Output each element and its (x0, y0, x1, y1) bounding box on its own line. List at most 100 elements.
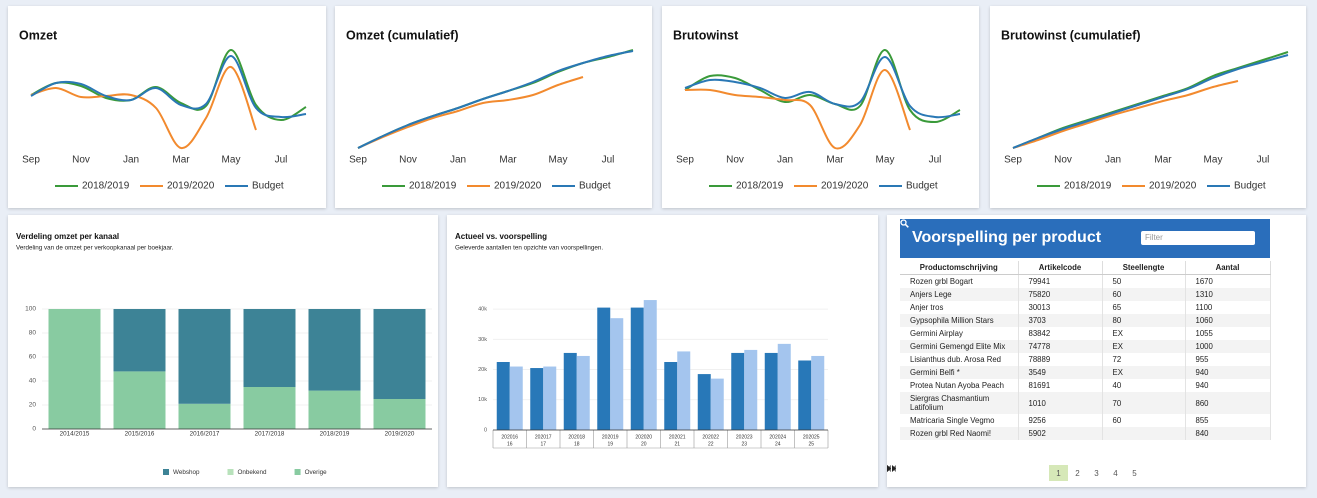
table-cell: 81691 (1018, 379, 1103, 392)
x-tick-label: Jan (450, 155, 466, 166)
legend-label: Webshop (173, 469, 200, 476)
table-cell: 940 (1185, 366, 1271, 379)
x-tick-label: Nov (399, 155, 417, 166)
prev-page[interactable] (887, 465, 1049, 481)
x-tick-label: 19 (607, 441, 613, 447)
x-tick-label: 2014/2015 (60, 431, 90, 438)
legend-swatch (163, 469, 169, 475)
card: Omzet Sep Nov Jan Mar May Jul 2018/2019 2019/202… (8, 6, 326, 208)
x-tick-label: 202024 (769, 434, 786, 440)
x-tick-label: Jan (777, 155, 793, 166)
line-series (1012, 54, 1289, 149)
table-row: Lisianthus dub. Arosa Red 78889 72 955 (900, 353, 1271, 366)
table-cell: 1000 (1185, 340, 1271, 353)
line-series (30, 48, 307, 122)
y-tick-label: 100 (25, 306, 36, 313)
line-series (30, 66, 257, 150)
table-row: Rozen grbl Red Naomi! 5902 840 (900, 427, 1271, 440)
product-table: Productomschrijving Artikelcode Steellengt… (900, 261, 1271, 440)
table-cell: 940 (1185, 379, 1271, 392)
card: Brutowinst Sep Nov Jan Mar May Jul 2018/2019 201… (662, 6, 979, 208)
table-cell: 5902 (1018, 427, 1103, 440)
table-row: Siergras Chasmantium Latifolium 1010 70 860 (900, 392, 1271, 414)
bar (543, 366, 557, 430)
table-row: Germini Belfi * 3549 EX 940 (900, 366, 1271, 379)
bar-segment (113, 371, 166, 429)
bar-segment (308, 309, 361, 391)
y-tick-label: 60 (29, 354, 37, 361)
legend-label: Budget (252, 181, 284, 192)
table-cell: 50 (1102, 274, 1186, 288)
legend-label: 2019/2020 (494, 181, 542, 192)
chart-title: Actueel vs. voorspelling (455, 232, 547, 241)
table-row: Anjers Lege 75820 60 1310 (900, 288, 1271, 301)
chart-title: Omzet (19, 28, 58, 42)
x-tick-label: Mar (499, 155, 517, 166)
page-number[interactable]: 3 (1094, 468, 1099, 478)
page-number[interactable]: 5 (1132, 468, 1137, 478)
legend-label: 2019/2020 (167, 181, 215, 192)
column-header[interactable]: Aantal (1185, 261, 1271, 275)
line-series (684, 56, 961, 119)
x-tick-label: 21 (674, 441, 680, 447)
next-page[interactable] (887, 465, 1163, 481)
bar-segment (373, 309, 426, 399)
table-cell: EX (1102, 340, 1186, 353)
legend-swatch (227, 469, 234, 475)
x-tick-label: 17 (540, 441, 546, 447)
x-tick-label: May (549, 155, 568, 166)
y-tick-label: 0 (484, 427, 487, 433)
page-number[interactable]: 2 (1075, 468, 1080, 478)
chart-title: Verdeling omzet per kanaal (16, 232, 119, 241)
x-tick-label: Mar (172, 155, 190, 166)
x-tick-label: 23 (741, 441, 747, 447)
table-cell: Anjer tros (900, 301, 1019, 314)
table-cell: Siergras Chasmantium Latifolium (900, 392, 1019, 414)
table-cell: 855 (1185, 414, 1271, 427)
x-tick-label: Nov (726, 155, 744, 166)
y-tick-label: 80 (29, 330, 37, 337)
column-header[interactable]: Productomschrijving (900, 261, 1019, 275)
column-header[interactable]: Artikelcode (1018, 261, 1103, 275)
table-cell: 79941 (1018, 274, 1103, 288)
table-cell: Germini Airplay (900, 327, 1019, 340)
x-tick-label: Sep (1004, 155, 1022, 166)
chart: Brutowinst Sep Nov Jan Mar May Jul 2018/2019 201… (673, 28, 961, 192)
chart-title: Brutowinst (673, 28, 739, 42)
chart-subtitle: Verdeling van de omzet per verkoopkanaal… (16, 245, 174, 252)
x-tick-label: 202021 (669, 434, 686, 440)
table-cell: 60 (1102, 288, 1186, 301)
x-tick-label: May (222, 155, 241, 166)
table-cell: Rozen grbl Red Naomi! (900, 427, 1019, 440)
x-tick-label: 202019 (602, 434, 619, 440)
x-tick-label: 202022 (702, 434, 719, 440)
table-title: Voorspelling per product (912, 229, 1102, 246)
legend-label: 2019/2020 (821, 181, 869, 192)
page-number[interactable]: 4 (1113, 468, 1118, 478)
table-cell: 9256 (1018, 414, 1103, 427)
table-cell: 1100 (1185, 301, 1271, 314)
table-cell (1102, 427, 1186, 440)
bar (777, 343, 791, 430)
filter-input[interactable]: Filter (1141, 231, 1255, 245)
page-number[interactable]: 1 (1049, 465, 1068, 481)
card: Verdeling omzet per kanaal Verdeling van … (8, 215, 438, 487)
table-cell: 40 (1102, 379, 1186, 392)
bar (764, 352, 778, 430)
chart: Omzet Sep Nov Jan Mar May Jul 2018/2019 2019/202… (19, 28, 307, 192)
x-tick-label: 202020 (635, 434, 652, 440)
y-tick-label: 10k (478, 397, 487, 403)
x-tick-label: 16 (507, 441, 513, 447)
last-page[interactable] (887, 465, 1182, 481)
bar-segment (178, 309, 231, 404)
x-tick-label: 2015/2016 (125, 431, 155, 438)
legend-label: 2018/2019 (736, 181, 784, 192)
x-tick-label: 2017/2018 (255, 431, 285, 438)
column-header[interactable]: Steellengte (1102, 261, 1186, 275)
first-page[interactable] (887, 465, 1030, 481)
x-tick-label: May (1204, 155, 1223, 166)
bar-segment (48, 309, 101, 429)
